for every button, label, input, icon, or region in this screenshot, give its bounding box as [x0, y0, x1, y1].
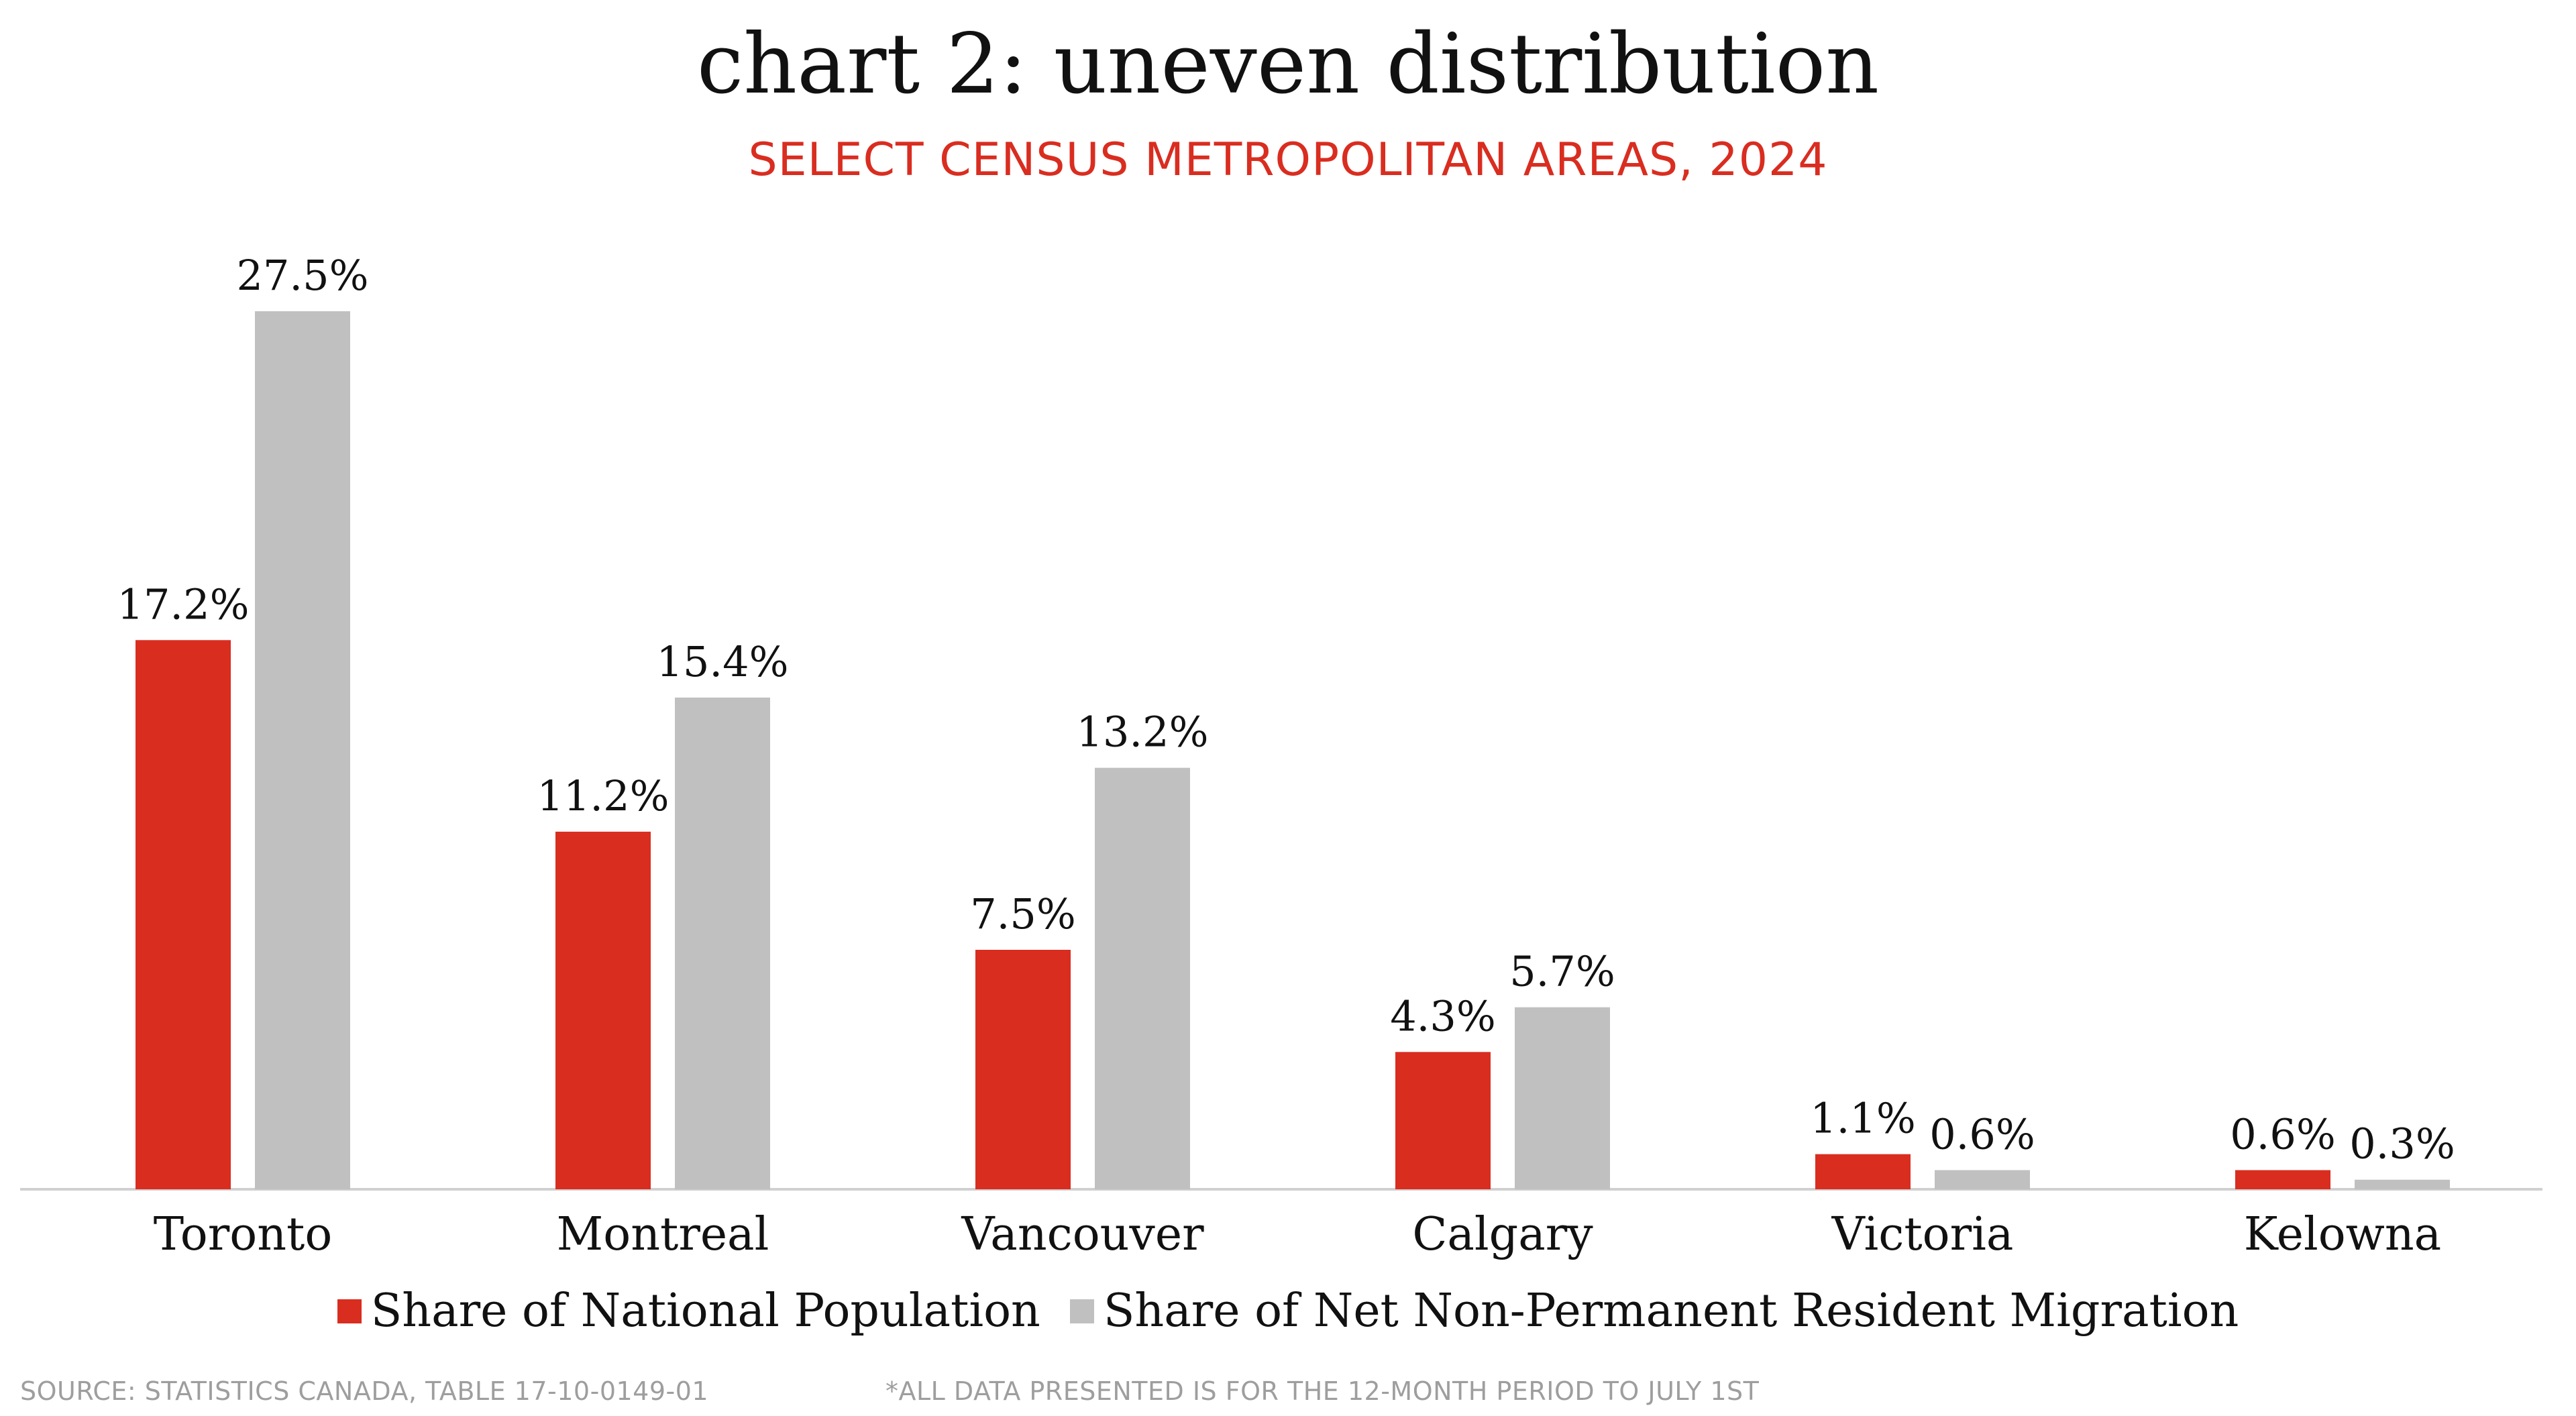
bar-population-toronto — [136, 640, 231, 1189]
bar-population-kelowna — [2235, 1170, 2330, 1189]
data-label-migration-vancouver: 13.2% — [1077, 708, 1209, 757]
legend-swatch-migration — [1069, 1299, 1094, 1323]
data-label-population-montreal: 11.2% — [537, 771, 669, 820]
data-label-migration-montreal: 15.4% — [657, 637, 789, 686]
x-tick-label-calgary: Calgary — [1412, 1208, 1593, 1261]
footer-note: *ALL DATA PRESENTED IS FOR THE 12-MONTH … — [885, 1376, 1760, 1406]
legend-item-migration: Share of Net Non-Permanent Resident Migr… — [1069, 1285, 2239, 1338]
data-label-population-kelowna: 0.6% — [2230, 1109, 2336, 1158]
bar-migration-toronto — [255, 311, 350, 1189]
x-tick-label-vancouver: Vancouver — [961, 1208, 1204, 1261]
data-label-population-calgary: 4.3% — [1390, 991, 1496, 1040]
data-label-population-vancouver: 7.5% — [970, 889, 1076, 938]
legend: Share of National Population Share of Ne… — [0, 1285, 2576, 1338]
data-label-population-toronto: 17.2% — [117, 580, 250, 629]
footer-source: SOURCE: STATISTICS CANADA, TABLE 17-10-0… — [20, 1376, 709, 1406]
x-tick-label-kelowna: Kelowna — [2244, 1208, 2441, 1261]
bar-population-victoria — [1815, 1154, 1911, 1189]
data-label-migration-calgary: 5.7% — [1509, 947, 1615, 996]
legend-label-migration: Share of Net Non-Permanent Resident Migr… — [1103, 1285, 2239, 1338]
data-label-migration-kelowna: 0.3% — [2349, 1120, 2455, 1168]
x-tick-label-victoria: Victoria — [1831, 1208, 2014, 1261]
bar-migration-vancouver — [1095, 767, 1190, 1189]
chart-subtitle: SELECT CENSUS METROPOLITAN AREAS, 2024 — [748, 133, 1828, 186]
x-tick-label-montreal: Montreal — [557, 1208, 769, 1261]
legend-swatch-population — [337, 1299, 362, 1323]
bar-population-vancouver — [975, 950, 1071, 1189]
bar-migration-victoria — [1935, 1170, 2030, 1189]
bar-migration-kelowna — [2355, 1179, 2450, 1189]
legend-item-population: Share of National Population — [337, 1285, 1040, 1338]
bar-population-calgary — [1395, 1052, 1491, 1189]
data-label-migration-toronto: 27.5% — [237, 251, 369, 300]
chart-title: chart 2: uneven distribution — [696, 16, 1880, 113]
x-tick-label-toronto: Toronto — [154, 1208, 333, 1261]
bar-migration-calgary — [1515, 1007, 1610, 1189]
bar-migration-montreal — [675, 697, 770, 1189]
data-label-population-victoria: 1.1% — [1810, 1094, 1916, 1143]
data-label-migration-victoria: 0.6% — [1929, 1109, 2035, 1158]
legend-label-population: Share of National Population — [370, 1285, 1040, 1338]
bar-population-montreal — [555, 831, 651, 1189]
